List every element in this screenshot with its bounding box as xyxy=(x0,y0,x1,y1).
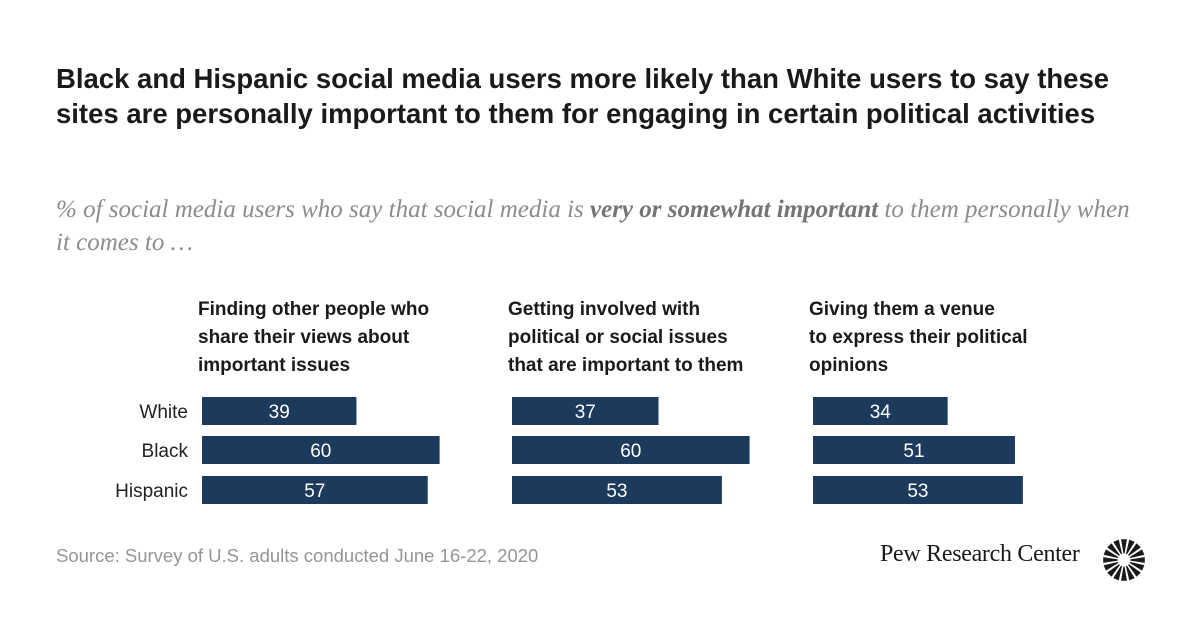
logo-ray xyxy=(1125,539,1135,555)
category-label-hispanic: Hispanic xyxy=(115,481,188,502)
bar-panel-2-white xyxy=(512,397,659,425)
panel-2-title-line: that are important to them xyxy=(508,355,743,376)
bar-value-label: 37 xyxy=(575,402,596,423)
bar-value-label: 60 xyxy=(620,441,641,462)
logo-ray xyxy=(1130,557,1145,563)
source-note: Source: Survey of U.S. adults conducted … xyxy=(56,545,539,566)
subtitle-emphasis: very or somewhat important xyxy=(590,196,879,223)
pew-sunburst-logo-icon xyxy=(1103,539,1145,581)
panel-2-title-line: political or social issues xyxy=(508,327,728,348)
bar-value-label: 53 xyxy=(907,481,928,502)
bar-panel-2-hispanic xyxy=(512,476,722,504)
panel-3-title-line: to express their political xyxy=(809,327,1028,348)
panel-1-title-line: share their views about xyxy=(198,327,410,348)
logo-ray xyxy=(1113,539,1123,555)
logo-ray xyxy=(1103,561,1119,571)
category-label-white: White xyxy=(139,402,188,423)
panel-1-title-line: important issues xyxy=(198,355,350,376)
logo-ray xyxy=(1128,564,1141,577)
bar-value-label: 51 xyxy=(903,441,924,462)
bar-panel-1-hispanic xyxy=(202,476,428,504)
logo-ray xyxy=(1107,543,1120,556)
chart-title: Black and Hispanic social media users mo… xyxy=(56,63,1110,129)
panel-3-title-line: Giving them a venue xyxy=(809,299,995,320)
logo-ray xyxy=(1107,564,1120,577)
logo-ray xyxy=(1121,539,1127,554)
bar-panel-3-hispanic xyxy=(813,476,1023,504)
bar-panel-2-black xyxy=(512,436,750,464)
bar-panel-3-white xyxy=(813,397,948,425)
logo-ray xyxy=(1128,543,1141,556)
bar-value-label: 39 xyxy=(269,402,290,423)
logo-ray xyxy=(1129,549,1145,559)
panel-2-title-line: Getting involved with xyxy=(508,299,700,320)
logo-ray xyxy=(1125,565,1135,581)
logo-ray xyxy=(1129,561,1145,571)
bar-value-label: 34 xyxy=(870,402,892,423)
panel-1-title-line: Finding other people who xyxy=(198,299,429,320)
panel-3-title-line: opinions xyxy=(809,355,888,376)
logo-ray xyxy=(1113,565,1123,581)
bar-value-label: 57 xyxy=(304,481,325,502)
bar-panel-3-black xyxy=(813,436,1015,464)
bar-value-label: 60 xyxy=(310,441,331,462)
logo-ray xyxy=(1103,557,1118,563)
bar-panel-1-white xyxy=(202,397,357,425)
logo-ray xyxy=(1103,549,1119,559)
subtitle-post: to them personally when it comes to … xyxy=(56,196,1130,256)
logo-ray xyxy=(1121,566,1127,581)
subtitle-pre: % of social media users who say that soc… xyxy=(56,196,590,223)
bar-panel-1-black xyxy=(202,436,440,464)
brand-name: Pew Research Center xyxy=(880,541,1080,567)
category-label-black: Black xyxy=(142,441,189,462)
chart-subtitle: % of social media users who say that soc… xyxy=(56,193,1146,259)
bar-value-label: 53 xyxy=(606,481,627,502)
